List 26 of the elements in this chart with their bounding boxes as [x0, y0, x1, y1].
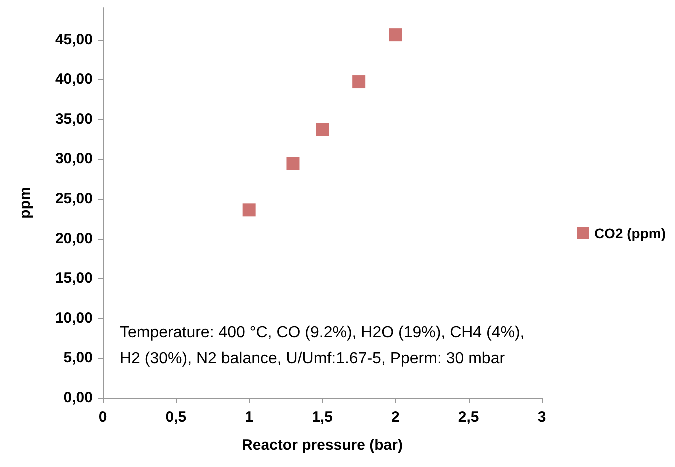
legend-label: CO2 (ppm): [594, 226, 666, 242]
y-tick-label: 35,00: [55, 110, 93, 128]
y-tick-label: 20,00: [55, 230, 93, 248]
x-axis-title: Reactor pressure (bar): [242, 437, 403, 454]
x-tick-label: 1,5: [312, 409, 333, 426]
point: [352, 76, 366, 89]
y-tick-label: 0,00: [64, 390, 93, 406]
point: [242, 204, 256, 217]
y-tick-label: 40,00: [55, 71, 93, 88]
x-tick-label: 2,5: [458, 409, 480, 426]
y-axis-title: ppm: [17, 187, 34, 219]
x-tick-label: 2: [391, 409, 400, 426]
x-tick-label: 1: [245, 409, 254, 426]
y-tick-label: 5,00: [64, 350, 93, 367]
y-tick-label: 45,00: [55, 31, 93, 48]
annotation: Temperature: 400 °C, CO (9.2%), H2O (19%), CH4 (4%), H2 (30%), N2 balance, U/Umf:1.67-5, Pperm: 30 mbar: [120, 324, 525, 368]
y-tick-label: 30,00: [55, 150, 93, 168]
y-tick-label: 10,00: [55, 310, 93, 327]
x-tick-label: 0,5: [166, 409, 187, 426]
point: [316, 123, 329, 136]
point: [286, 158, 300, 170]
y-tick-label: 25,00: [55, 190, 93, 208]
x-tick-label: 3: [538, 409, 546, 426]
point: [389, 28, 402, 42]
x-tick-label: 0: [98, 409, 108, 426]
y-tick-label: 15,00: [55, 270, 93, 288]
